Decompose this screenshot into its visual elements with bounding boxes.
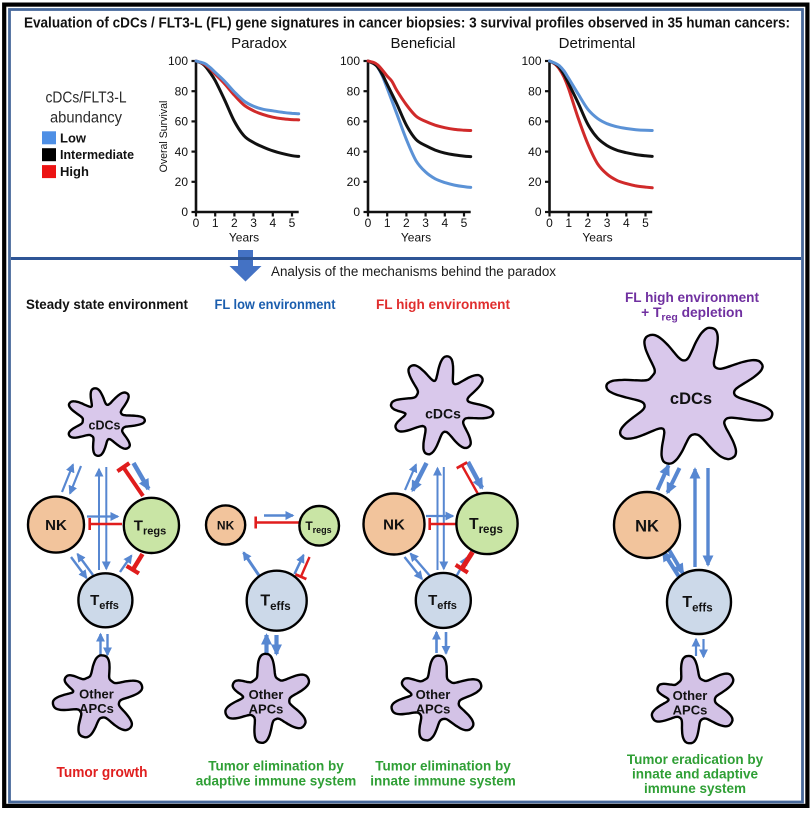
svg-text:5: 5 — [461, 216, 468, 230]
svg-text:Detrimental: Detrimental — [559, 35, 636, 52]
svg-text:0: 0 — [181, 205, 188, 219]
svg-text:Years: Years — [582, 231, 612, 245]
svg-text:APCs: APCs — [79, 701, 114, 716]
svg-text:3: 3 — [250, 216, 257, 230]
svg-text:0: 0 — [365, 216, 372, 230]
svg-text:1: 1 — [212, 216, 219, 230]
svg-text:Other: Other — [249, 687, 284, 702]
svg-text:Other: Other — [673, 688, 708, 703]
svg-text:60: 60 — [528, 115, 542, 129]
svg-text:Other: Other — [416, 687, 451, 702]
svg-text:NK: NK — [45, 517, 67, 534]
svg-text:0: 0 — [193, 216, 200, 230]
svg-text:APCs: APCs — [416, 702, 451, 717]
svg-text:0: 0 — [535, 205, 542, 219]
svg-text:cDCs/FLT3-L: cDCs/FLT3-L — [46, 90, 127, 107]
svg-text:Beneficial: Beneficial — [390, 35, 455, 52]
svg-text:60: 60 — [175, 115, 189, 129]
svg-text:Tumor growth: Tumor growth — [57, 765, 148, 781]
svg-text:immune system: immune system — [644, 781, 746, 796]
svg-text:Tumor elimination by: Tumor elimination by — [375, 759, 511, 774]
svg-text:Intermediate: Intermediate — [60, 147, 134, 162]
svg-text:40: 40 — [528, 145, 542, 159]
svg-text:Years: Years — [401, 231, 431, 245]
svg-text:APCs: APCs — [249, 702, 284, 717]
svg-text:NK: NK — [217, 518, 235, 532]
svg-text:20: 20 — [347, 175, 361, 189]
svg-text:Other: Other — [79, 687, 114, 702]
svg-text:Paradox: Paradox — [231, 35, 287, 52]
svg-text:NK: NK — [383, 517, 405, 534]
svg-text:20: 20 — [175, 175, 189, 189]
svg-text:4: 4 — [623, 216, 630, 230]
svg-text:60: 60 — [347, 115, 361, 129]
svg-text:5: 5 — [642, 216, 649, 230]
svg-text:100: 100 — [521, 54, 541, 68]
svg-text:40: 40 — [347, 145, 361, 159]
svg-text:Evaluation of cDCs / FLT3-L (F: Evaluation of cDCs / FLT3-L (FL) gene si… — [24, 15, 790, 32]
svg-text:5: 5 — [289, 216, 296, 230]
svg-text:100: 100 — [168, 54, 188, 68]
svg-text:abundancy: abundancy — [50, 110, 122, 127]
svg-text:1: 1 — [565, 216, 572, 230]
svg-text:innate and adaptive: innate and adaptive — [632, 767, 759, 782]
svg-text:80: 80 — [347, 84, 361, 98]
svg-text:Overal Survival: Overal Survival — [158, 101, 170, 173]
svg-text:FL low environment: FL low environment — [215, 297, 336, 312]
svg-text:3: 3 — [604, 216, 611, 230]
svg-text:High: High — [60, 164, 89, 179]
svg-text:Tumor eradication by: Tumor eradication by — [627, 752, 764, 767]
svg-text:adaptive immune system: adaptive immune system — [196, 774, 357, 789]
svg-text:Steady state environment: Steady state environment — [26, 297, 188, 312]
svg-text:4: 4 — [269, 216, 276, 230]
svg-text:Tumor elimination by: Tumor elimination by — [208, 759, 344, 774]
svg-text:NK: NK — [635, 518, 659, 536]
svg-text:80: 80 — [528, 84, 542, 98]
svg-text:FL high environment: FL high environment — [376, 297, 510, 312]
svg-text:20: 20 — [528, 175, 542, 189]
svg-text:0: 0 — [353, 205, 360, 219]
svg-text:2: 2 — [585, 216, 592, 230]
svg-text:2: 2 — [231, 216, 238, 230]
svg-text:cDCs: cDCs — [670, 390, 712, 408]
svg-text:cDCs: cDCs — [89, 419, 121, 433]
svg-text:cDCs: cDCs — [425, 406, 461, 422]
svg-text:APCs: APCs — [673, 703, 708, 718]
svg-text:Analysis of the mechanisms beh: Analysis of the mechanisms behind the pa… — [271, 264, 556, 280]
svg-text:40: 40 — [175, 145, 189, 159]
svg-text:100: 100 — [340, 54, 360, 68]
svg-text:Years: Years — [229, 231, 259, 245]
svg-text:4: 4 — [441, 216, 448, 230]
svg-text:1: 1 — [384, 216, 391, 230]
svg-text:0: 0 — [546, 216, 553, 230]
svg-text:2: 2 — [403, 216, 410, 230]
svg-text:Low: Low — [60, 130, 87, 145]
svg-text:innate immune system: innate immune system — [370, 774, 516, 789]
svg-text:FL high environment: FL high environment — [625, 290, 759, 305]
svg-text:3: 3 — [422, 216, 429, 230]
svg-text:80: 80 — [175, 84, 189, 98]
